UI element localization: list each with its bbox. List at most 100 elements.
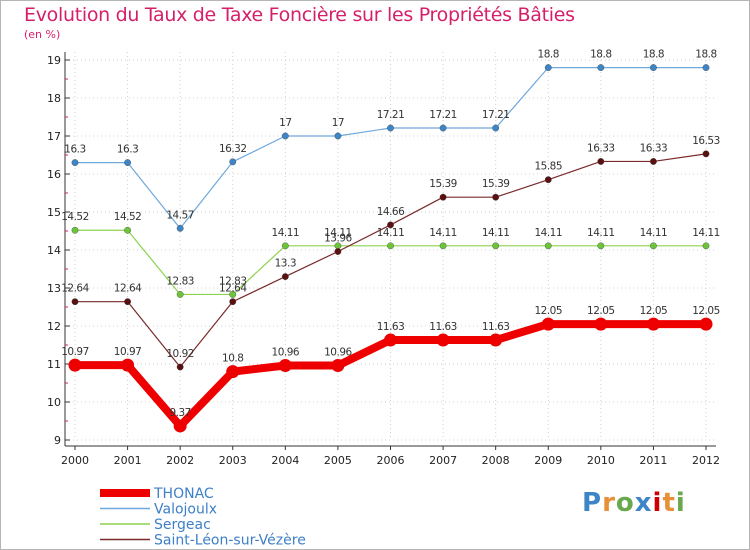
- x-tick-label: 2005: [324, 454, 352, 467]
- data-label-thonac: 11.63: [429, 321, 457, 333]
- logo-letter: i: [675, 488, 686, 518]
- x-tick-label: 2008: [482, 454, 510, 467]
- data-label-valojoulx: 18.8: [538, 49, 559, 61]
- data-labels: 16.3 16.3 14.57 16.32 17 17 17.21 17.21 17.21 18.…: [61, 49, 720, 419]
- x-tick-label: 2001: [114, 454, 142, 467]
- y-tick-label: 17: [47, 130, 61, 143]
- logo-letter: o: [615, 488, 635, 518]
- data-label-saint-l-on-sur-v-z-re: 15.39: [429, 178, 457, 190]
- x-tick-label: 2004: [271, 454, 299, 467]
- x-tick-label: 2011: [639, 454, 667, 467]
- data-label-thonac: 10.8: [222, 353, 243, 365]
- data-label-saint-l-on-sur-v-z-re: 10.92: [166, 348, 194, 360]
- series-points: [68, 64, 713, 433]
- data-point-saint-l-on-sur-v-z-re: [281, 273, 289, 280]
- data-point-sergeac: [702, 242, 710, 250]
- legend-label-saint-l-on-sur-v-z-re: Saint-Léon-sur-Vézère: [154, 533, 306, 549]
- data-label-saint-l-on-sur-v-z-re: 15.39: [482, 178, 510, 190]
- data-label-sergeac: 14.11: [272, 227, 300, 239]
- data-label-thonac: 12.05: [640, 305, 668, 317]
- data-point-valojoulx: [492, 124, 500, 132]
- y-tick-label: 14: [47, 244, 61, 257]
- x-tick-label: 2007: [429, 454, 457, 467]
- data-point-thonac: [489, 333, 503, 347]
- data-point-sergeac: [71, 226, 79, 234]
- data-label-saint-l-on-sur-v-z-re: 13.96: [324, 233, 352, 245]
- data-point-valojoulx: [544, 64, 552, 72]
- data-label-thonac: 12.05: [587, 305, 615, 317]
- data-label-saint-l-on-sur-v-z-re: 12.64: [114, 283, 142, 295]
- data-point-saint-l-on-sur-v-z-re: [439, 193, 447, 201]
- data-point-valojoulx: [439, 124, 447, 132]
- data-point-valojoulx: [71, 159, 79, 167]
- data-label-sergeac: 14.11: [692, 227, 720, 239]
- data-label-valojoulx: 18.8: [643, 49, 664, 61]
- data-label-saint-l-on-sur-v-z-re: 16.53: [692, 135, 720, 147]
- data-point-valojoulx: [597, 64, 605, 72]
- data-point-thonac: [646, 317, 660, 331]
- data-point-saint-l-on-sur-v-z-re: [702, 150, 710, 158]
- data-point-sergeac: [544, 242, 552, 250]
- data-point-valojoulx: [387, 124, 394, 132]
- data-label-thonac: 11.63: [482, 321, 510, 333]
- data-point-saint-l-on-sur-v-z-re: [71, 298, 79, 306]
- data-label-sergeac: 14.11: [429, 227, 457, 239]
- x-tick-label: 2006: [377, 454, 405, 467]
- proxiti-logo: Proxiti: [582, 488, 686, 518]
- data-label-thonac: 10.97: [114, 346, 142, 358]
- data-point-valojoulx: [176, 224, 184, 232]
- legend-label-valojoulx: Valojoulx: [154, 502, 217, 518]
- data-label-sergeac: 12.83: [166, 275, 194, 287]
- data-point-thonac: [68, 358, 82, 372]
- y-tick-label: 15: [47, 206, 61, 219]
- data-label-saint-l-on-sur-v-z-re: 15.85: [534, 161, 562, 173]
- x-tick-label: 2009: [534, 454, 562, 467]
- data-label-valojoulx: 18.8: [590, 49, 611, 61]
- legend-label-sergeac: Sergeac: [154, 517, 211, 533]
- data-point-saint-l-on-sur-v-z-re: [492, 193, 500, 201]
- data-label-thonac: 10.96: [324, 347, 352, 359]
- x-tick-label: 2000: [61, 454, 89, 467]
- chart-title: Evolution du Taux de Taxe Foncière sur l…: [24, 4, 575, 26]
- data-point-sergeac: [439, 242, 447, 250]
- data-label-sergeac: 14.52: [61, 211, 89, 223]
- data-label-valojoulx: 17.21: [377, 109, 405, 121]
- data-label-sergeac: 14.52: [114, 211, 142, 223]
- data-point-saint-l-on-sur-v-z-re: [387, 221, 394, 229]
- data-label-sergeac: 14.11: [534, 227, 562, 239]
- data-point-saint-l-on-sur-v-z-re: [597, 158, 605, 165]
- data-point-sergeac: [597, 242, 605, 250]
- data-point-sergeac: [650, 242, 657, 250]
- data-label-valojoulx: 16.3: [117, 144, 138, 156]
- data-label-thonac: 10.96: [272, 347, 300, 359]
- y-tick-label: 10: [47, 396, 61, 409]
- y-tick-label: 16: [47, 168, 61, 181]
- y-tick-label: 18: [47, 92, 61, 105]
- x-tick-label: 2012: [692, 454, 720, 467]
- data-label-saint-l-on-sur-v-z-re: 16.33: [587, 142, 615, 154]
- data-label-valojoulx: 14.57: [166, 209, 194, 221]
- data-point-saint-l-on-sur-v-z-re: [650, 158, 657, 165]
- data-point-valojoulx: [281, 132, 289, 140]
- data-point-saint-l-on-sur-v-z-re: [124, 298, 131, 306]
- data-point-thonac: [699, 317, 713, 331]
- data-label-sergeac: 14.11: [640, 227, 668, 239]
- y-tick-label: 9: [54, 434, 61, 447]
- logo-letter: i: [652, 488, 663, 518]
- data-label-saint-l-on-sur-v-z-re: 13.3: [275, 258, 296, 270]
- axis-layer: 9 10 11 12 13 14 15 16 17 18 19 2000 2001 2002 2003 200…: [47, 52, 720, 467]
- data-point-thonac: [541, 317, 555, 331]
- data-label-saint-l-on-sur-v-z-re: 14.66: [377, 206, 405, 218]
- data-label-thonac: 9.37: [169, 407, 190, 419]
- legend-label-thonac: THONAC: [153, 486, 214, 502]
- y-tick-label: 19: [47, 54, 61, 67]
- data-point-valojoulx: [229, 158, 237, 166]
- y-axis-unit-label: (en %): [24, 28, 61, 41]
- data-point-thonac: [173, 419, 187, 433]
- data-label-sergeac: 14.11: [482, 227, 510, 239]
- data-label-saint-l-on-sur-v-z-re: 16.33: [640, 142, 668, 154]
- data-label-valojoulx: 17.21: [482, 109, 510, 121]
- data-point-thonac: [331, 359, 345, 373]
